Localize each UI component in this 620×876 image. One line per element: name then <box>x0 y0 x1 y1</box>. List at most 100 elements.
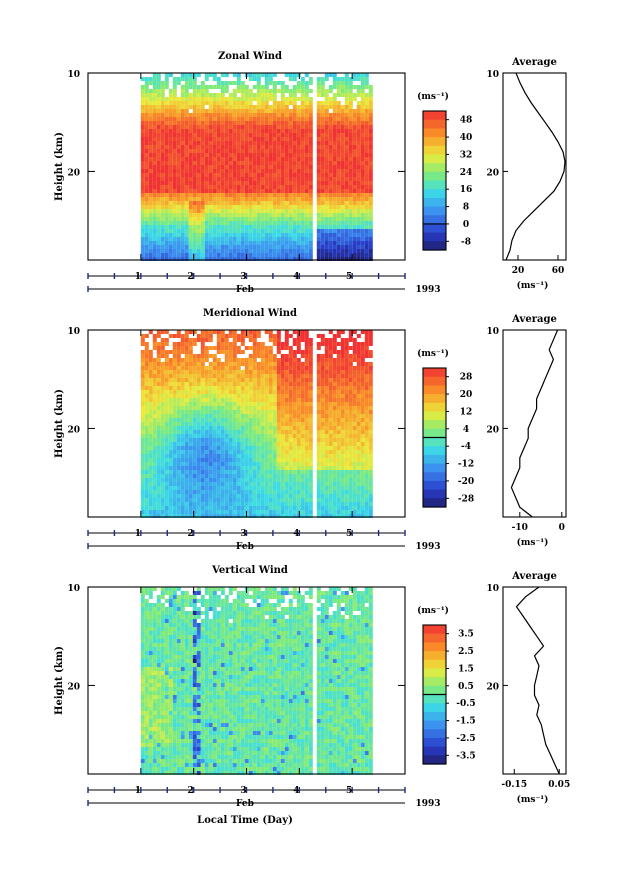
heatmap-cell <box>252 422 257 426</box>
heatmap-cell <box>160 125 165 129</box>
heatmap-cell <box>284 181 289 185</box>
heatmap-cell <box>200 209 205 213</box>
heatmap-cell <box>260 430 265 434</box>
heatmap-cell <box>224 458 229 462</box>
heatmap-cell <box>292 354 297 358</box>
heatmap-cell <box>156 209 161 213</box>
heatmap-cell <box>268 378 273 382</box>
heatmap-cell <box>252 85 257 89</box>
heatmap-cell <box>348 121 353 125</box>
heatmap-cell <box>332 105 337 109</box>
heatmap-cell <box>188 470 193 474</box>
heatmap-cell <box>364 157 369 161</box>
heatmap-cell <box>300 486 305 490</box>
heatmap-cell <box>180 346 185 350</box>
heatmap-cell <box>208 462 213 466</box>
heatmap-cell <box>332 177 337 181</box>
heatmap-cell <box>248 217 253 221</box>
heatmap-cell <box>264 466 269 470</box>
heatmap-cell <box>264 93 269 97</box>
heatmap-cell <box>160 374 165 378</box>
heatmap-cell <box>228 137 233 141</box>
heatmap-cell <box>140 153 145 157</box>
heatmap-cell <box>220 498 225 502</box>
heatmap-cell <box>184 105 189 109</box>
heatmap-cell <box>344 93 349 97</box>
heatmap-cell <box>200 233 205 237</box>
heatmap-cell <box>300 454 305 458</box>
heatmap-cell <box>288 137 293 141</box>
heatmap-cell <box>292 77 297 81</box>
heatmap-cell <box>212 442 217 446</box>
heatmap-cell <box>360 137 365 141</box>
heatmap-cell <box>284 510 289 514</box>
heatmap-cell <box>252 225 257 229</box>
heatmap-cell <box>328 446 333 450</box>
heatmap-cell <box>240 494 245 498</box>
heatmap-cell <box>328 197 333 201</box>
heatmap-cell <box>144 358 149 362</box>
heatmap-cell <box>276 462 281 466</box>
heatmap-cell <box>356 193 361 197</box>
heatmap-cell <box>188 201 193 205</box>
heatmap-cell <box>204 334 209 338</box>
heatmap-cell <box>168 205 173 209</box>
heatmap-cell <box>320 93 325 97</box>
heatmap-cell <box>144 462 149 466</box>
heatmap-cell <box>260 185 265 189</box>
heatmap-cell <box>304 406 309 410</box>
heatmap-cell <box>180 129 185 133</box>
heatmap-cell <box>328 338 333 342</box>
heatmap-cell <box>148 97 153 101</box>
heatmap-cell <box>328 145 333 149</box>
heatmap-cell <box>216 374 221 378</box>
heatmap-cell <box>184 414 189 418</box>
heatmap-cell <box>356 205 361 209</box>
heatmap-cell <box>332 334 337 338</box>
heatmap-cell <box>148 358 153 362</box>
heatmap-cell <box>280 177 285 181</box>
heatmap-cell <box>256 494 261 498</box>
heatmap-cell <box>296 229 301 233</box>
heatmap-cell <box>276 169 281 173</box>
heatmap-cell <box>288 382 293 386</box>
heatmap-cell <box>300 169 305 173</box>
heatmap-cell <box>296 450 301 454</box>
heatmap-cell <box>292 173 297 177</box>
heatmap-cell <box>356 249 361 253</box>
heatmap-cell <box>200 197 205 201</box>
heatmap-cell <box>208 442 213 446</box>
heatmap-cell <box>208 334 213 338</box>
heatmap-cell <box>156 77 161 81</box>
heatmap-cell <box>256 330 261 334</box>
heatmap-cell <box>276 193 281 197</box>
heatmap-cell <box>252 129 257 133</box>
heatmap-cell <box>260 125 265 129</box>
heatmap-cell <box>196 358 201 362</box>
heatmap-cell <box>204 101 209 105</box>
heatmap-cell <box>160 141 165 145</box>
heatmap-cell <box>148 422 153 426</box>
heatmap-cell <box>324 217 329 221</box>
heatmap-cell <box>240 434 245 438</box>
heatmap-cell <box>200 490 205 494</box>
heatmap-cell <box>216 370 221 374</box>
heatmap-cell <box>224 165 229 169</box>
heatmap-cell <box>184 185 189 189</box>
heatmap-cell <box>360 161 365 165</box>
heatmap-cell <box>156 494 161 498</box>
heatmap-cell <box>336 414 341 418</box>
heatmap-cell <box>320 173 325 177</box>
heatmap-cell <box>348 478 353 482</box>
heatmap-cell <box>336 482 341 486</box>
heatmap-cell <box>212 346 217 350</box>
heatmap-cell <box>256 149 261 153</box>
heatmap-cell <box>220 474 225 478</box>
heatmap-cell <box>196 89 201 93</box>
heatmap-cell <box>196 462 201 466</box>
heatmap-cell <box>280 81 285 85</box>
heatmap-cell <box>184 514 189 518</box>
heatmap-cell <box>228 490 233 494</box>
heatmap-cell <box>300 173 305 177</box>
heatmap-cell <box>156 89 161 93</box>
